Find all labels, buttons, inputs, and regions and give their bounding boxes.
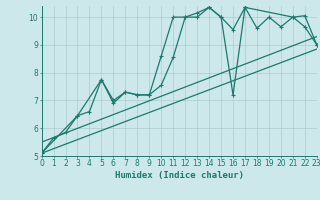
X-axis label: Humidex (Indice chaleur): Humidex (Indice chaleur) [115, 171, 244, 180]
